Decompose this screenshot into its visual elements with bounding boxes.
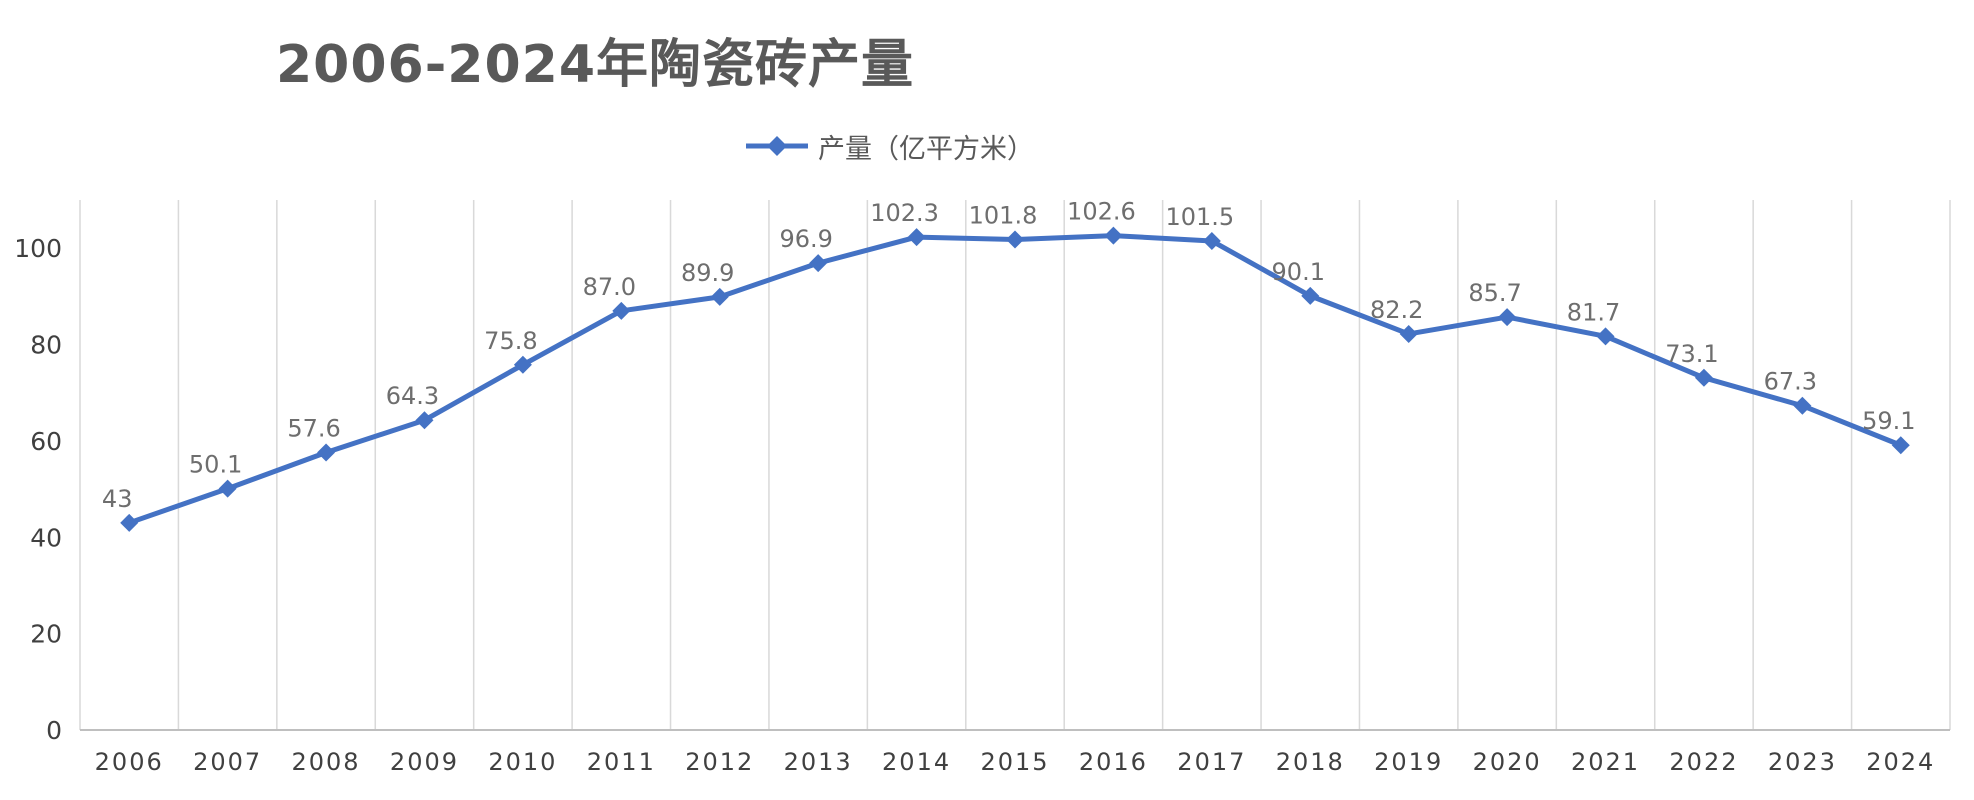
x-tick-label: 2013 [784, 748, 853, 776]
x-tick-label: 2015 [980, 748, 1049, 776]
data-point-marker [415, 411, 434, 430]
data-point-marker [809, 254, 828, 273]
x-tick-label: 2012 [685, 748, 754, 776]
data-point-marker [120, 513, 139, 532]
data-label: 85.7 [1468, 279, 1521, 307]
data-point-marker [1793, 396, 1812, 415]
data-label: 67.3 [1764, 368, 1817, 396]
data-label: 90.1 [1272, 258, 1325, 286]
x-tick-label: 2024 [1866, 748, 1935, 776]
data-point-marker [710, 287, 729, 306]
data-point-marker [1399, 324, 1418, 343]
data-label: 57.6 [287, 414, 340, 442]
data-point-marker [1006, 230, 1024, 249]
x-tick-label: 2022 [1669, 748, 1738, 776]
data-label: 75.8 [484, 327, 537, 355]
data-point-marker [513, 355, 532, 374]
x-tick-label: 2009 [390, 748, 459, 776]
data-point-marker [1301, 286, 1320, 305]
data-label: 82.2 [1370, 296, 1423, 324]
data-point-marker [317, 443, 336, 462]
data-point-marker [907, 228, 926, 247]
x-tick-label: 2016 [1079, 748, 1148, 776]
data-label: 101.5 [1165, 203, 1234, 231]
x-tick-label: 2014 [882, 748, 951, 776]
data-label: 50.1 [189, 451, 242, 479]
y-tick-label: 100 [14, 234, 62, 263]
x-tick-label: 2021 [1571, 748, 1640, 776]
data-point-marker [1104, 226, 1123, 245]
chart-title: 2006-2024年陶瓷砖产量 [275, 35, 915, 95]
legend-line-marker [746, 136, 808, 156]
x-tick-label: 2011 [587, 748, 656, 776]
data-label: 81.7 [1567, 298, 1620, 326]
y-tick-label: 80 [30, 331, 62, 360]
y-tick-label: 0 [46, 716, 62, 745]
y-tick-label: 40 [30, 523, 62, 552]
data-label: 73.1 [1665, 340, 1718, 368]
data-label: 64.3 [386, 382, 439, 410]
data-point-marker [1202, 231, 1221, 250]
series-line [128, 233, 1902, 526]
data-point-marker [612, 301, 631, 320]
data-label: 96.9 [779, 225, 832, 253]
x-tick-label: 2020 [1473, 748, 1542, 776]
y-tick-label: 60 [30, 427, 62, 456]
x-tick-label: 2008 [292, 748, 361, 776]
x-tick-label: 2018 [1276, 748, 1345, 776]
x-tick-label: 2007 [193, 748, 262, 776]
legend: 产量（亿平方米） [744, 128, 1034, 165]
data-label: 102.6 [1067, 198, 1136, 226]
data-point-marker [1596, 327, 1615, 346]
data-label: 101.8 [969, 202, 1038, 230]
data-point-marker [1498, 308, 1517, 327]
data-point-marker [1694, 368, 1713, 387]
data-point-marker [218, 479, 237, 498]
x-tick-label: 2019 [1374, 748, 1443, 776]
data-label: 89.9 [681, 259, 734, 287]
data-label: 43 [102, 485, 133, 513]
data-label: 87.0 [583, 273, 636, 301]
data-label: 59.1 [1862, 407, 1915, 435]
x-tick-label: 2006 [95, 748, 164, 776]
x-tick-label: 2017 [1177, 748, 1246, 776]
y-tick-label: 20 [30, 620, 62, 649]
x-tick-label: 2023 [1768, 748, 1837, 776]
data-label: 102.3 [870, 199, 939, 227]
legend-label: 产量（亿平方米） [818, 133, 1034, 165]
data-point-marker [1891, 436, 1910, 455]
x-tick-label: 2010 [488, 748, 557, 776]
